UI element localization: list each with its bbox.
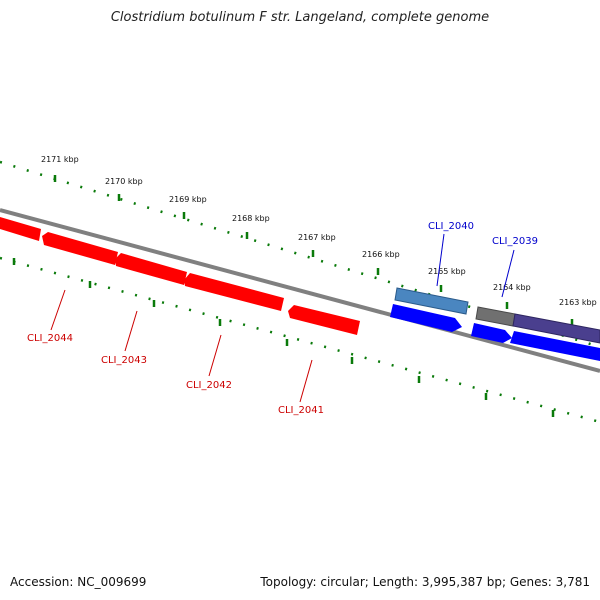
gene-arrow-cli-2041 bbox=[288, 305, 360, 335]
tick-label: 2167 kbp bbox=[298, 233, 336, 242]
gene-label-cli-2041: CLI_2041 bbox=[278, 405, 324, 416]
tick-label: 2168 kbp bbox=[232, 214, 270, 223]
major-ticks bbox=[53, 175, 574, 326]
genome-backbone bbox=[0, 208, 600, 373]
gene-arrow-cli-2043 bbox=[115, 253, 187, 285]
feature-block-lightblue bbox=[394, 287, 469, 315]
gene-arrow-cli-2040 bbox=[390, 304, 462, 332]
map-title: Clostridium botulinum F str. Langeland, … bbox=[110, 10, 490, 25]
gene-label-cli-2039: CLI_2039 bbox=[492, 236, 538, 247]
gene-arrow-cli-2038 bbox=[510, 331, 600, 361]
tick-label: 2163 kbp bbox=[559, 298, 597, 307]
tick-label: 2166 kbp bbox=[362, 250, 400, 259]
gene-arrow-cli-2039 bbox=[471, 323, 512, 343]
gene-arrow-cli-2045 bbox=[0, 217, 41, 241]
gene-label-cli-2043: CLI_2043 bbox=[101, 355, 147, 366]
feature-block-gray bbox=[475, 306, 516, 327]
tick-label: 2164 kbp bbox=[493, 283, 531, 292]
inner-tick-ring bbox=[0, 256, 600, 424]
tick-label: 2170 kbp bbox=[105, 177, 143, 186]
inner-major-ticks bbox=[12, 258, 555, 417]
tick-label: 2171 kbp bbox=[41, 155, 79, 164]
gene-label-cli-2040: CLI_2040 bbox=[428, 221, 474, 232]
gene-track-forward bbox=[390, 304, 600, 361]
tick-labels: 2171 kbp 2170 kbp 2169 kbp 2168 kbp 2167 kbp… bbox=[41, 155, 597, 307]
gene-label-cli-2044: CLI_2044 bbox=[27, 333, 73, 344]
feature-block-purple bbox=[512, 313, 600, 344]
accession-info: Accession: NC_009699 bbox=[10, 575, 147, 589]
tick-label: 2169 kbp bbox=[169, 195, 207, 204]
gene-label-cli-2042: CLI_2042 bbox=[186, 380, 232, 391]
gene-arrow-cli-2042 bbox=[184, 273, 284, 311]
feature-track-upper bbox=[394, 287, 600, 344]
tick-label: 2165 kbp bbox=[428, 267, 466, 276]
gene-arrow-cli-2044 bbox=[42, 232, 118, 265]
gene-track-reverse bbox=[0, 217, 360, 335]
gene-leader-lines bbox=[50, 233, 515, 403]
genome-summary: Topology: circular; Length: 3,995,387 bp… bbox=[260, 575, 590, 589]
